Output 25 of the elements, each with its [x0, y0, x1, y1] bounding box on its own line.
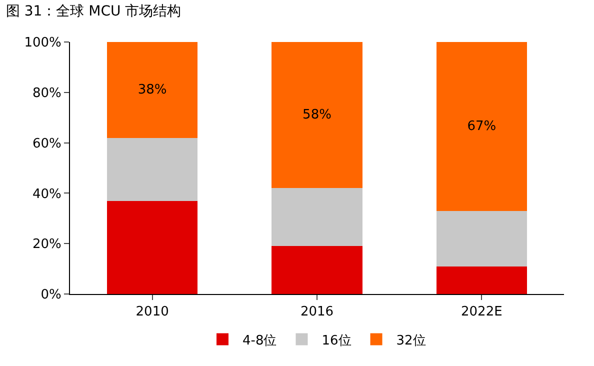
- y-tick-label: 80%: [32, 86, 62, 101]
- legend-label: 32位: [396, 333, 426, 348]
- y-tick-label: 40%: [32, 186, 62, 202]
- y-tick-label: 20%: [32, 237, 62, 252]
- chart-title: 图 31：全球 MCU 市场结构: [6, 3, 182, 20]
- bar: [107, 138, 198, 201]
- bar: [272, 188, 362, 246]
- legend-label: 16位: [322, 333, 352, 348]
- y-tick-label: 100%: [24, 36, 62, 51]
- bar: [107, 42, 198, 138]
- x-tick-label: 2016: [300, 304, 334, 320]
- bar: [436, 42, 527, 211]
- legend-label: 4-8位: [242, 333, 277, 348]
- x-tick-label: 2022E: [461, 304, 502, 320]
- data-label: 58%: [302, 108, 332, 123]
- y-tick-label: 0%: [40, 288, 62, 303]
- y-tick-label: 60%: [32, 136, 62, 152]
- bar: [436, 210, 527, 266]
- bar: [107, 200, 198, 294]
- data-label: 67%: [467, 118, 496, 134]
- bar: [272, 246, 362, 294]
- x-tick-label: 2010: [136, 304, 169, 320]
- data-label: 38%: [138, 82, 167, 98]
- bar: [436, 266, 527, 294]
- bar: [272, 42, 362, 188]
